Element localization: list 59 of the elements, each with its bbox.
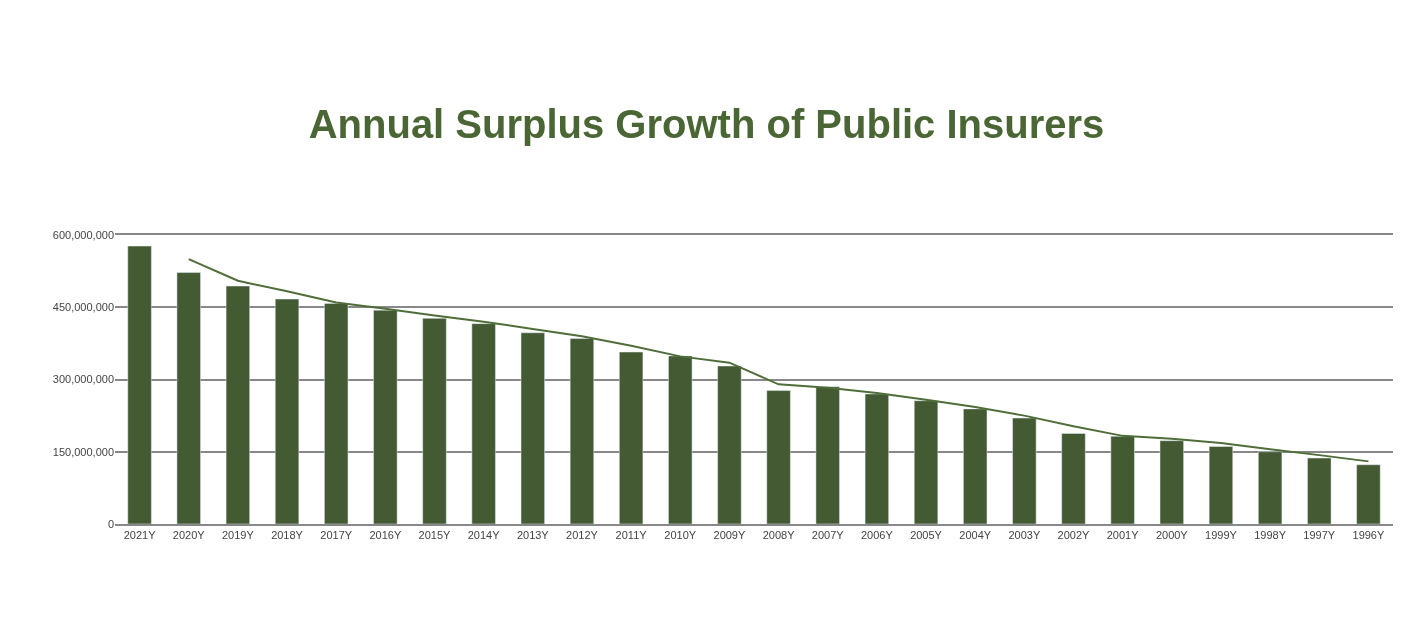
x-tick-label: 1996Y	[1352, 529, 1385, 542]
y-tick-label: 300,000,000	[52, 373, 114, 386]
x-tick-label: 2013Y	[516, 529, 550, 542]
x-tick-label: 2004Y	[959, 529, 992, 542]
bar	[963, 408, 988, 524]
bar	[127, 245, 152, 524]
y-tick-label: 450,000,000	[52, 301, 114, 314]
bar	[619, 351, 644, 524]
x-tick-label: 2007Y	[811, 529, 845, 542]
x-tick-label: 2020Y	[172, 529, 206, 542]
x-tick-label: 2021Y	[123, 529, 157, 542]
bar	[176, 272, 201, 524]
bar	[569, 338, 595, 524]
y-tick-label: 600,000,000	[52, 228, 114, 241]
y-tick-label: 0	[107, 517, 114, 530]
x-tick-label: 1998Y	[1254, 529, 1287, 542]
x-tick-label: 2011Y	[615, 529, 648, 542]
bar	[1110, 436, 1135, 524]
x-tick-label: 2001Y	[1106, 529, 1140, 542]
x-tick-label: 2006Y	[860, 529, 894, 542]
bar	[1356, 464, 1381, 524]
bar	[274, 298, 300, 524]
bar	[422, 318, 447, 524]
bar	[520, 332, 545, 524]
bar	[1307, 457, 1332, 524]
bar	[1159, 440, 1184, 524]
bar	[225, 285, 250, 524]
bar	[668, 355, 693, 524]
bar	[864, 393, 889, 524]
bar	[373, 309, 398, 524]
x-tick-label: 2015Y	[418, 529, 452, 542]
x-tick-label: 2008Y	[762, 529, 796, 542]
bar	[815, 386, 840, 524]
bar	[913, 400, 939, 524]
x-tick-label: 2009Y	[713, 529, 746, 542]
x-tick-label: 2003Y	[1008, 529, 1041, 542]
bar	[471, 323, 496, 524]
x-tick-label: 2019Y	[221, 529, 255, 542]
x-tick-label: 2012Y	[566, 529, 599, 542]
bar	[1258, 451, 1283, 524]
bar	[1061, 433, 1086, 524]
bar	[766, 390, 791, 524]
x-tick-label: 2002Y	[1057, 529, 1091, 542]
y-tick-label: 150,000,000	[52, 445, 114, 458]
line-series	[187, 258, 1370, 463]
bar	[1208, 446, 1234, 524]
x-tick-label: 2014Y	[467, 529, 501, 542]
bar	[324, 303, 349, 524]
x-tick-label: 2005Y	[910, 529, 943, 542]
x-tick-label: 1997Y	[1303, 529, 1336, 542]
x-tick-label: 1999Y	[1205, 529, 1238, 542]
x-tick-label: 2017Y	[320, 529, 353, 542]
x-tick-label: 2010Y	[664, 529, 697, 542]
x-tick-label: 2018Y	[271, 529, 304, 542]
bar	[717, 365, 742, 524]
chart-title: Annual Surplus Growth of Public Insurers	[308, 101, 1105, 146]
x-tick-label: 2016Y	[369, 529, 402, 542]
x-tick-label: 2000Y	[1155, 529, 1189, 542]
bar	[1012, 417, 1037, 524]
